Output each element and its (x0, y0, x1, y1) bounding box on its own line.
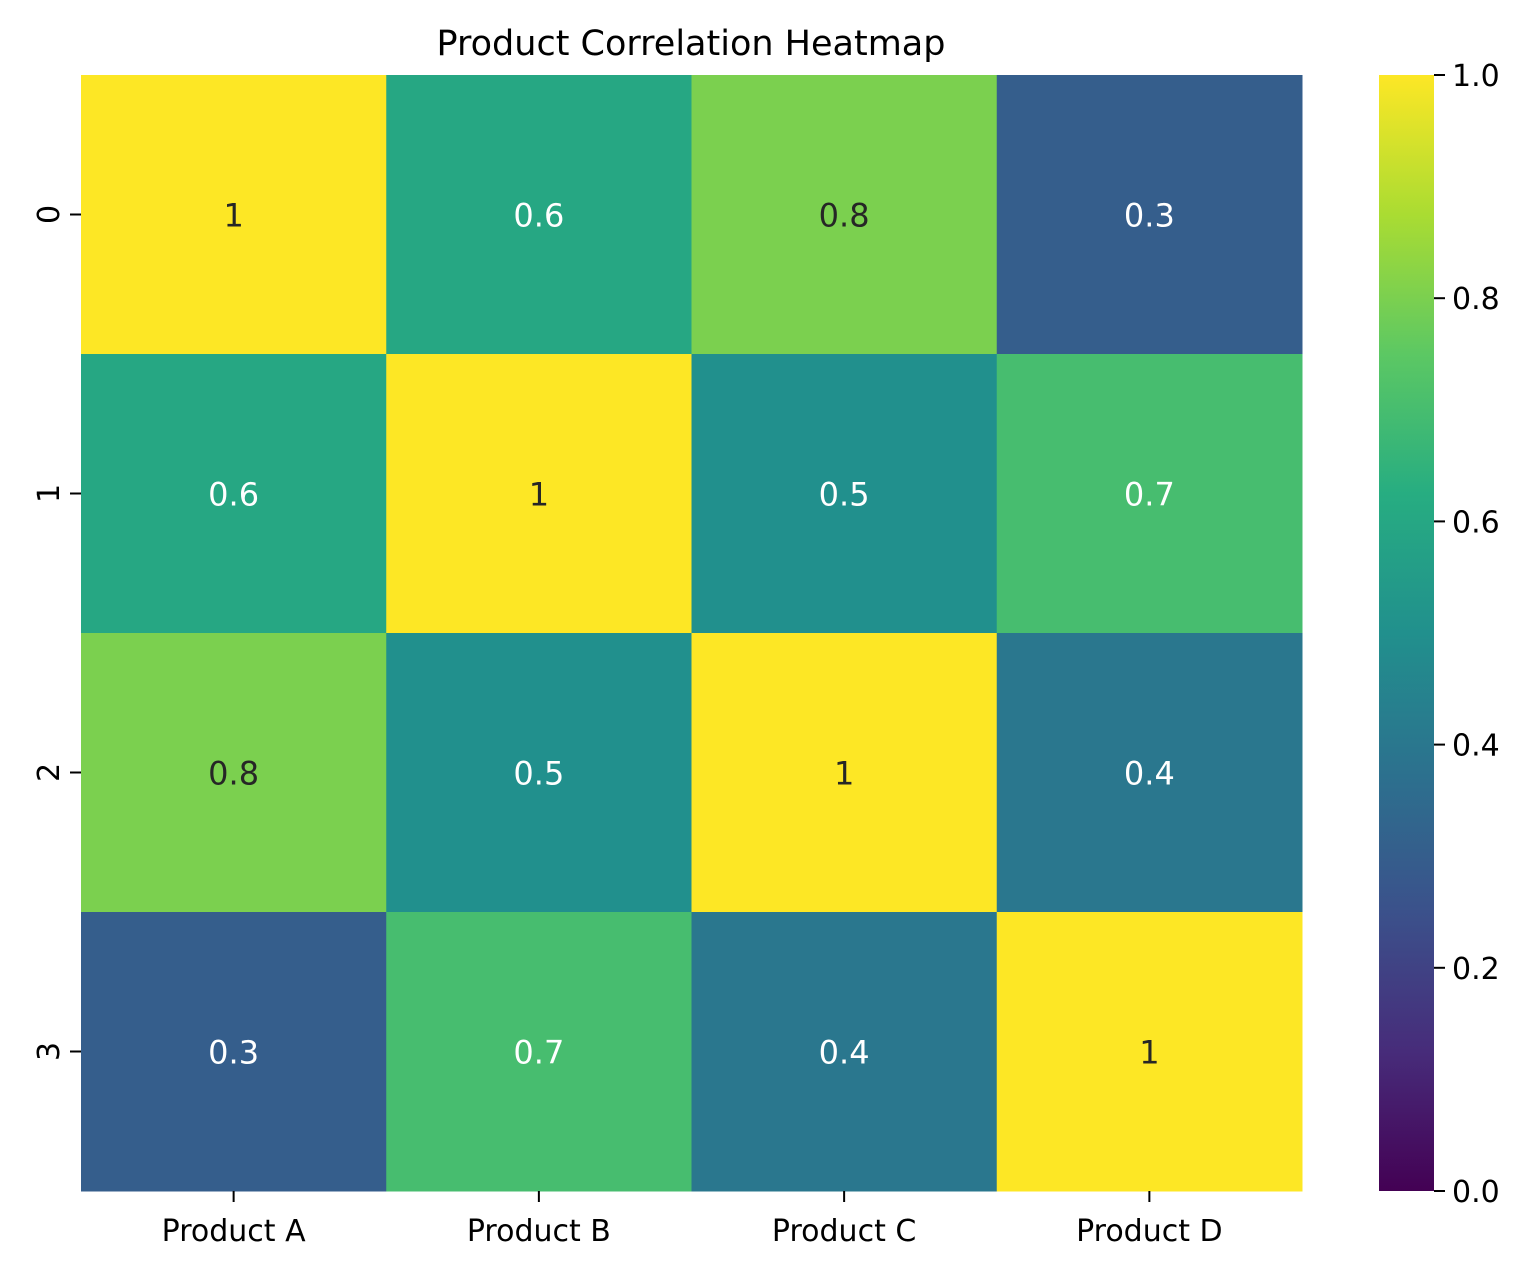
heatmap-cell-r2-c3 (996, 633, 1303, 913)
heatmap-cell-r3-c0 (81, 912, 387, 1192)
heatmap-cell-r1-c0 (81, 354, 387, 634)
y-tick-label: 2 (32, 763, 67, 782)
cell-value-label: 0.7 (1124, 476, 1175, 514)
colorbar-tick-label: 0.6 (1452, 505, 1500, 540)
heatmap-cell-r3-c3 (996, 912, 1303, 1192)
heatmap-cell-r0-c0 (81, 75, 387, 355)
cell-value-label: 0.6 (513, 197, 564, 235)
colorbar-tick-label: 0.4 (1452, 729, 1500, 764)
heatmap-cell-r1-c2 (691, 354, 998, 634)
cell-value-label: 0.8 (208, 755, 259, 793)
cell-value-label: 1 (1139, 1034, 1159, 1072)
cell-value-label: 0.4 (1124, 755, 1175, 793)
heatmap-cell-r2-c2 (691, 633, 998, 913)
cell-value-label: 0.4 (819, 1034, 870, 1072)
x-tick-label: Product C (772, 1214, 916, 1249)
y-tick-label: 1 (32, 484, 67, 503)
cell-value-label: 0.8 (819, 197, 870, 235)
heatmap-cell-r1-c3 (996, 354, 1303, 634)
x-tick-label: Product B (467, 1214, 611, 1249)
heatmap-cell-r3-c2 (691, 912, 998, 1192)
cell-value-label: 0.3 (208, 1034, 259, 1072)
cell-value-label: 1 (834, 755, 854, 793)
heatmap-cell-r0-c1 (386, 75, 692, 355)
heatmap-cells: 1 0.6 0.8 0.3 0.6 1 0.5 0.7 0.8 0.5 1 0.4 0.3 0.7 0.4 1 (81, 75, 1303, 1192)
colorbar-gradient (1379, 75, 1434, 1191)
y-tick-label: 3 (32, 1042, 67, 1061)
colorbar-tick-label: 0.2 (1452, 952, 1500, 987)
colorbar-tick-label: 0.0 (1452, 1175, 1500, 1210)
x-tick-label: Product D (1076, 1214, 1223, 1249)
heatmap-cell-r0-c3 (996, 75, 1303, 355)
colorbar-tick-label: 0.8 (1452, 282, 1500, 317)
heatmap-cell-r1-c1 (386, 354, 692, 634)
cell-value-label: 1 (529, 476, 549, 514)
cell-value-label: 1 (223, 197, 243, 235)
chart-title: Product Correlation Heatmap (437, 24, 946, 64)
heatmap-cell-r2-c0 (81, 633, 387, 913)
heatmap-cell-r3-c1 (386, 912, 692, 1192)
colorbar-tick-label: 1.0 (1452, 59, 1500, 94)
cell-value-label: 0.5 (513, 755, 564, 793)
colorbar: 0.0 0.2 0.4 0.6 0.8 1.0 (1379, 59, 1500, 1210)
y-axis: 0 1 2 3 (32, 205, 81, 1061)
cell-value-label: 0.5 (819, 476, 870, 514)
heatmap-cell-r2-c1 (386, 633, 692, 913)
x-axis: Product A Product B Product C Product D (162, 1191, 1223, 1249)
y-tick-label: 0 (32, 205, 67, 224)
cell-value-label: 0.6 (208, 476, 259, 514)
cell-value-label: 0.3 (1124, 197, 1175, 235)
x-tick-label: Product A (162, 1214, 306, 1249)
heatmap-cell-r0-c2 (691, 75, 998, 355)
cell-value-label: 0.7 (513, 1034, 564, 1072)
